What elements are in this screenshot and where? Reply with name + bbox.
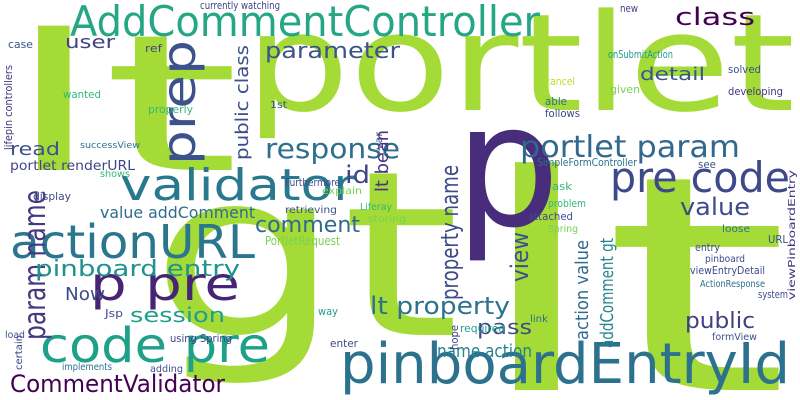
- word: successView: [80, 141, 140, 151]
- word: value: [680, 193, 750, 221]
- word: validator: [120, 160, 356, 211]
- word: display: [33, 190, 71, 203]
- word: view: [506, 232, 534, 282]
- word: ActionResponse: [700, 279, 765, 290]
- word: p: [455, 68, 560, 266]
- word: property name: [436, 165, 464, 300]
- word: Now: [65, 284, 105, 305]
- word: portlet renderURL: [10, 159, 136, 174]
- word: Furthermore: [285, 176, 340, 189]
- word: PortletRequest: [265, 234, 340, 248]
- word: AddCommentController: [70, 0, 541, 46]
- word: new: [620, 2, 638, 15]
- word: p pre: [90, 257, 240, 311]
- word: wanted: [63, 88, 101, 101]
- word: ref: [145, 42, 163, 55]
- word: currently watching: [200, 0, 280, 12]
- word: var: [374, 131, 385, 150]
- word: read: [10, 139, 60, 160]
- word: follows: [545, 107, 580, 120]
- word: public class: [232, 45, 253, 160]
- word: pinboardEntryId: [340, 332, 790, 397]
- word: formView: [712, 332, 757, 343]
- word: lifepin controllers: [2, 65, 15, 150]
- word: response: [265, 132, 400, 165]
- word: session: [130, 303, 225, 327]
- word: shows: [100, 169, 130, 180]
- word: adding: [150, 364, 183, 375]
- word: gt: [150, 123, 460, 390]
- word: addComment gt: [597, 238, 618, 348]
- word: cancel: [545, 75, 575, 88]
- word: solved: [728, 63, 761, 76]
- word: hope: [448, 325, 461, 350]
- word: detail: [640, 64, 705, 85]
- word: portlet: [245, 0, 795, 142]
- word: see: [698, 158, 716, 171]
- word: storing: [368, 214, 406, 225]
- word: implements: [62, 362, 112, 373]
- word: SimpleFormController: [537, 156, 637, 169]
- word: certain: [14, 335, 25, 370]
- word: viewEntryDetail: [690, 264, 765, 277]
- word: load: [5, 330, 25, 341]
- word: lt bean: [372, 130, 393, 192]
- word: onSubmitAction: [608, 48, 673, 61]
- word: portlet param: [520, 130, 740, 165]
- word: user: [65, 32, 116, 53]
- word: viewPinboardEntry: [787, 170, 798, 300]
- word: pre code: [610, 153, 790, 202]
- word: case: [8, 38, 33, 51]
- word: properly: [148, 103, 193, 116]
- word: given: [610, 83, 640, 96]
- word: id: [345, 161, 370, 189]
- word: pass: [477, 315, 532, 339]
- word: developing: [728, 85, 783, 98]
- word: explain: [322, 186, 362, 197]
- word: loose: [722, 224, 750, 235]
- word: attached: [528, 210, 573, 223]
- word: pinboard entry: [35, 257, 240, 282]
- word: Liferay: [360, 202, 392, 213]
- word: comment: [255, 213, 360, 238]
- word: Jsp: [104, 307, 123, 320]
- word: param name: [18, 190, 53, 340]
- word: URL: [768, 233, 789, 246]
- word: name action: [437, 341, 532, 362]
- word: actionURL: [10, 215, 255, 269]
- word: class: [675, 3, 755, 31]
- word: lt: [5, 0, 240, 215]
- word: retrieving: [285, 205, 337, 216]
- word: parameter: [265, 39, 401, 64]
- word: public: [685, 309, 755, 334]
- word: code pre: [40, 318, 270, 374]
- word: value addComment: [100, 203, 255, 222]
- word: system: [758, 288, 788, 301]
- word: pinboard: [705, 254, 745, 265]
- word: required: [460, 322, 505, 335]
- word: action value: [572, 240, 593, 340]
- word: link: [530, 314, 548, 325]
- word: enter: [330, 337, 358, 350]
- word: Spring: [548, 224, 578, 235]
- word: able: [545, 95, 567, 108]
- word: problem: [548, 197, 586, 210]
- word: lt: [470, 112, 790, 400]
- word: entry: [695, 241, 720, 254]
- word: using Spring: [170, 332, 232, 345]
- word: way: [318, 305, 338, 318]
- word: CommentValidator: [10, 370, 225, 398]
- word: prep: [152, 40, 206, 165]
- word: ask: [552, 180, 573, 193]
- word: lt property: [370, 292, 510, 320]
- word: 1st: [270, 100, 287, 111]
